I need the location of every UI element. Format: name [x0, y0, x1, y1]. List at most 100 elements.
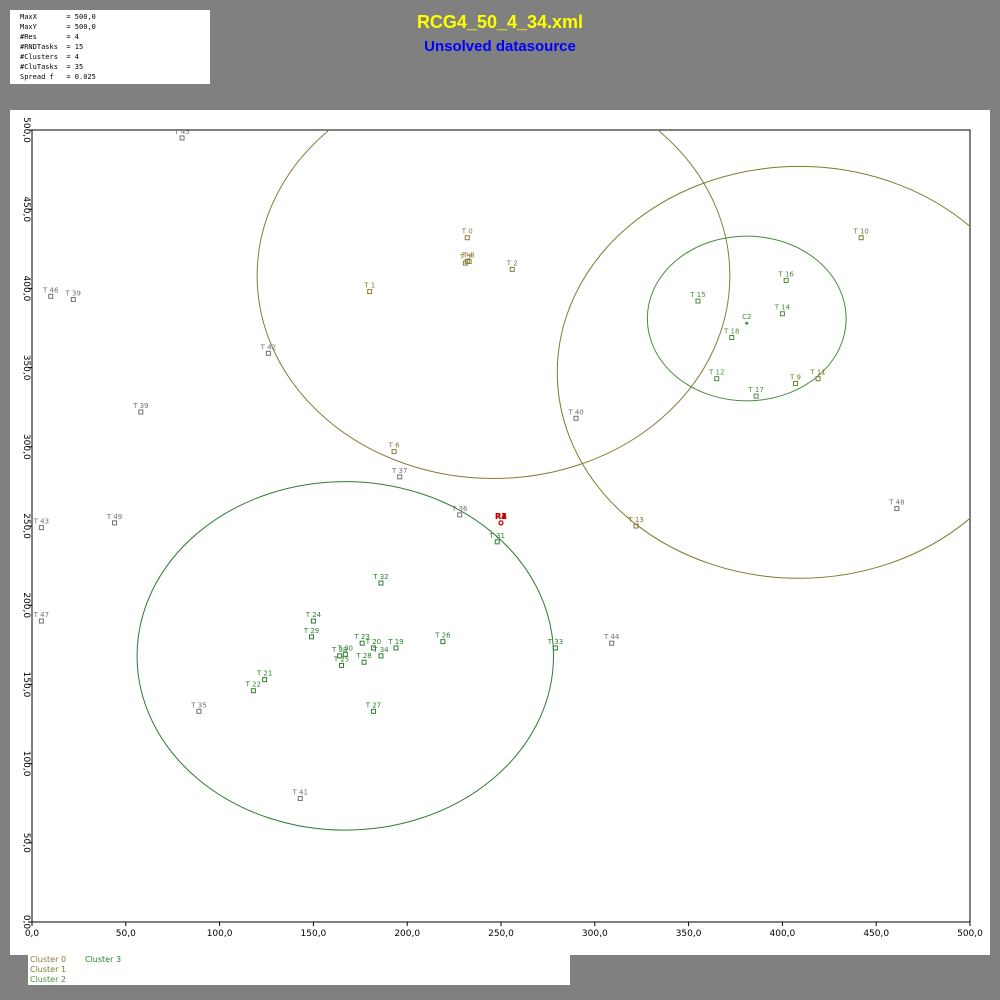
task-point	[339, 662, 345, 668]
y-tick-label: 50,0	[21, 833, 31, 853]
task-label: T 15	[689, 291, 705, 299]
x-tick-label: 0,0	[25, 929, 40, 939]
task-label: T 33	[547, 638, 563, 646]
legend-item-cluster-3: Cluster 3	[85, 955, 122, 964]
x-tick-label: 150,0	[301, 929, 327, 939]
info-line-clusters: #Clusters = 4	[20, 53, 80, 61]
task-label: T 48	[888, 499, 904, 507]
resource-label: R4	[495, 512, 507, 521]
x-tick-label: 350,0	[676, 929, 702, 939]
task-point	[466, 258, 472, 264]
cluster-center-point	[745, 321, 749, 325]
task-point	[337, 653, 343, 659]
task-point	[378, 653, 384, 659]
task-label: T 29	[303, 627, 319, 635]
task-point	[633, 523, 639, 529]
task-label: T 37	[391, 467, 407, 475]
cluster-ellipse-3	[136, 481, 555, 831]
resource-point	[498, 520, 504, 526]
y-tick-label: 100,0	[21, 751, 31, 777]
info-line-rndtasks: #RNDTasks = 15	[20, 43, 84, 51]
y-tick-label: 400,0	[21, 276, 31, 302]
task-point	[70, 296, 76, 302]
plot-content: T 0 T 1 T 2 T 3 T 4T 5 T 6 T 7 T 8 T 9 T 10 T 11 T …	[33, 117, 970, 831]
task-label: T 11	[809, 369, 825, 377]
task-point	[397, 474, 403, 480]
task-point	[370, 708, 376, 714]
chart-subtitle: Unsolved datasource	[424, 38, 576, 55]
task-point	[783, 277, 789, 283]
y-tick-label: 300,0	[21, 434, 31, 460]
task-label: T 7	[416, 117, 428, 125]
task-point	[695, 298, 701, 304]
task-label: T 9	[789, 373, 801, 381]
task-label: T 16	[777, 270, 794, 278]
task-point	[609, 640, 615, 646]
legend-item-cluster-0: Cluster 0	[30, 955, 67, 964]
task-label: T 25	[333, 655, 349, 663]
x-tick-label: 250,0	[488, 929, 514, 939]
info-line-spread: Spread f = 0.025	[20, 73, 96, 81]
task-point	[378, 580, 384, 586]
resource-label: R3	[495, 512, 507, 521]
task-point	[265, 350, 271, 356]
x-tick-label: 400,0	[770, 929, 796, 939]
task-label: T 19	[387, 638, 403, 646]
cluster-ellipse-1	[556, 165, 970, 579]
task-label: T 17	[747, 386, 763, 394]
y-tick-label: 350,0	[21, 355, 31, 381]
x-tick-label: 100,0	[207, 929, 233, 939]
y-tick-label: 250,0	[21, 513, 31, 539]
task-label: T 14	[774, 304, 791, 312]
plot-frame	[31, 129, 971, 923]
y-tick-label: 150,0	[21, 672, 31, 698]
chart-title: RCG4_50_4_34.xml	[416, 12, 584, 32]
task-point	[38, 618, 44, 624]
task-label: T 2	[506, 259, 518, 267]
task-label: T 31	[489, 532, 505, 540]
task-label: T 34	[372, 646, 389, 654]
task-point	[457, 512, 463, 518]
task-point	[138, 409, 144, 415]
task-label: T 46	[42, 286, 59, 294]
task-point	[793, 380, 799, 386]
task-point	[297, 795, 303, 801]
x-tick-label: 50,0	[116, 929, 136, 939]
cluster-center-label: C2	[742, 313, 751, 321]
task-point	[509, 266, 515, 272]
x-tick-label: 300,0	[582, 929, 608, 939]
task-point	[359, 640, 365, 646]
task-label: T 4	[461, 251, 474, 259]
task-point	[391, 449, 397, 455]
task-point	[527, 125, 531, 129]
task-point	[894, 506, 900, 512]
y-tick-label: 0,0	[21, 915, 31, 930]
task-point	[440, 639, 446, 645]
task-point	[309, 634, 315, 640]
info-line-maxy: MaxY = 500,0	[20, 23, 96, 31]
task-label: T 22	[245, 681, 261, 689]
task-label: T 13	[627, 516, 643, 524]
task-label: T 10	[852, 228, 868, 236]
task-label: T 39	[132, 402, 148, 410]
task-label: T 35	[190, 701, 206, 709]
task-label: T 38	[331, 646, 347, 654]
task-label: T 45	[173, 128, 189, 136]
task-point	[48, 293, 54, 299]
task-label: T 23	[353, 633, 369, 641]
x-tick-label: 500,0	[957, 929, 983, 939]
task-label: T 28	[355, 652, 371, 660]
x-tick-label: 450,0	[863, 929, 889, 939]
task-point	[38, 525, 44, 531]
task-point	[196, 708, 202, 714]
task-point	[714, 376, 720, 382]
task-point	[370, 645, 376, 651]
task-point	[753, 393, 759, 399]
task-point	[367, 289, 373, 295]
task-point	[262, 677, 268, 683]
resource-label: R2	[495, 512, 507, 521]
task-label: T 20	[365, 638, 381, 646]
task-label: T 41	[292, 788, 308, 796]
task-label: T 3	[523, 117, 535, 125]
task-point	[342, 651, 348, 657]
